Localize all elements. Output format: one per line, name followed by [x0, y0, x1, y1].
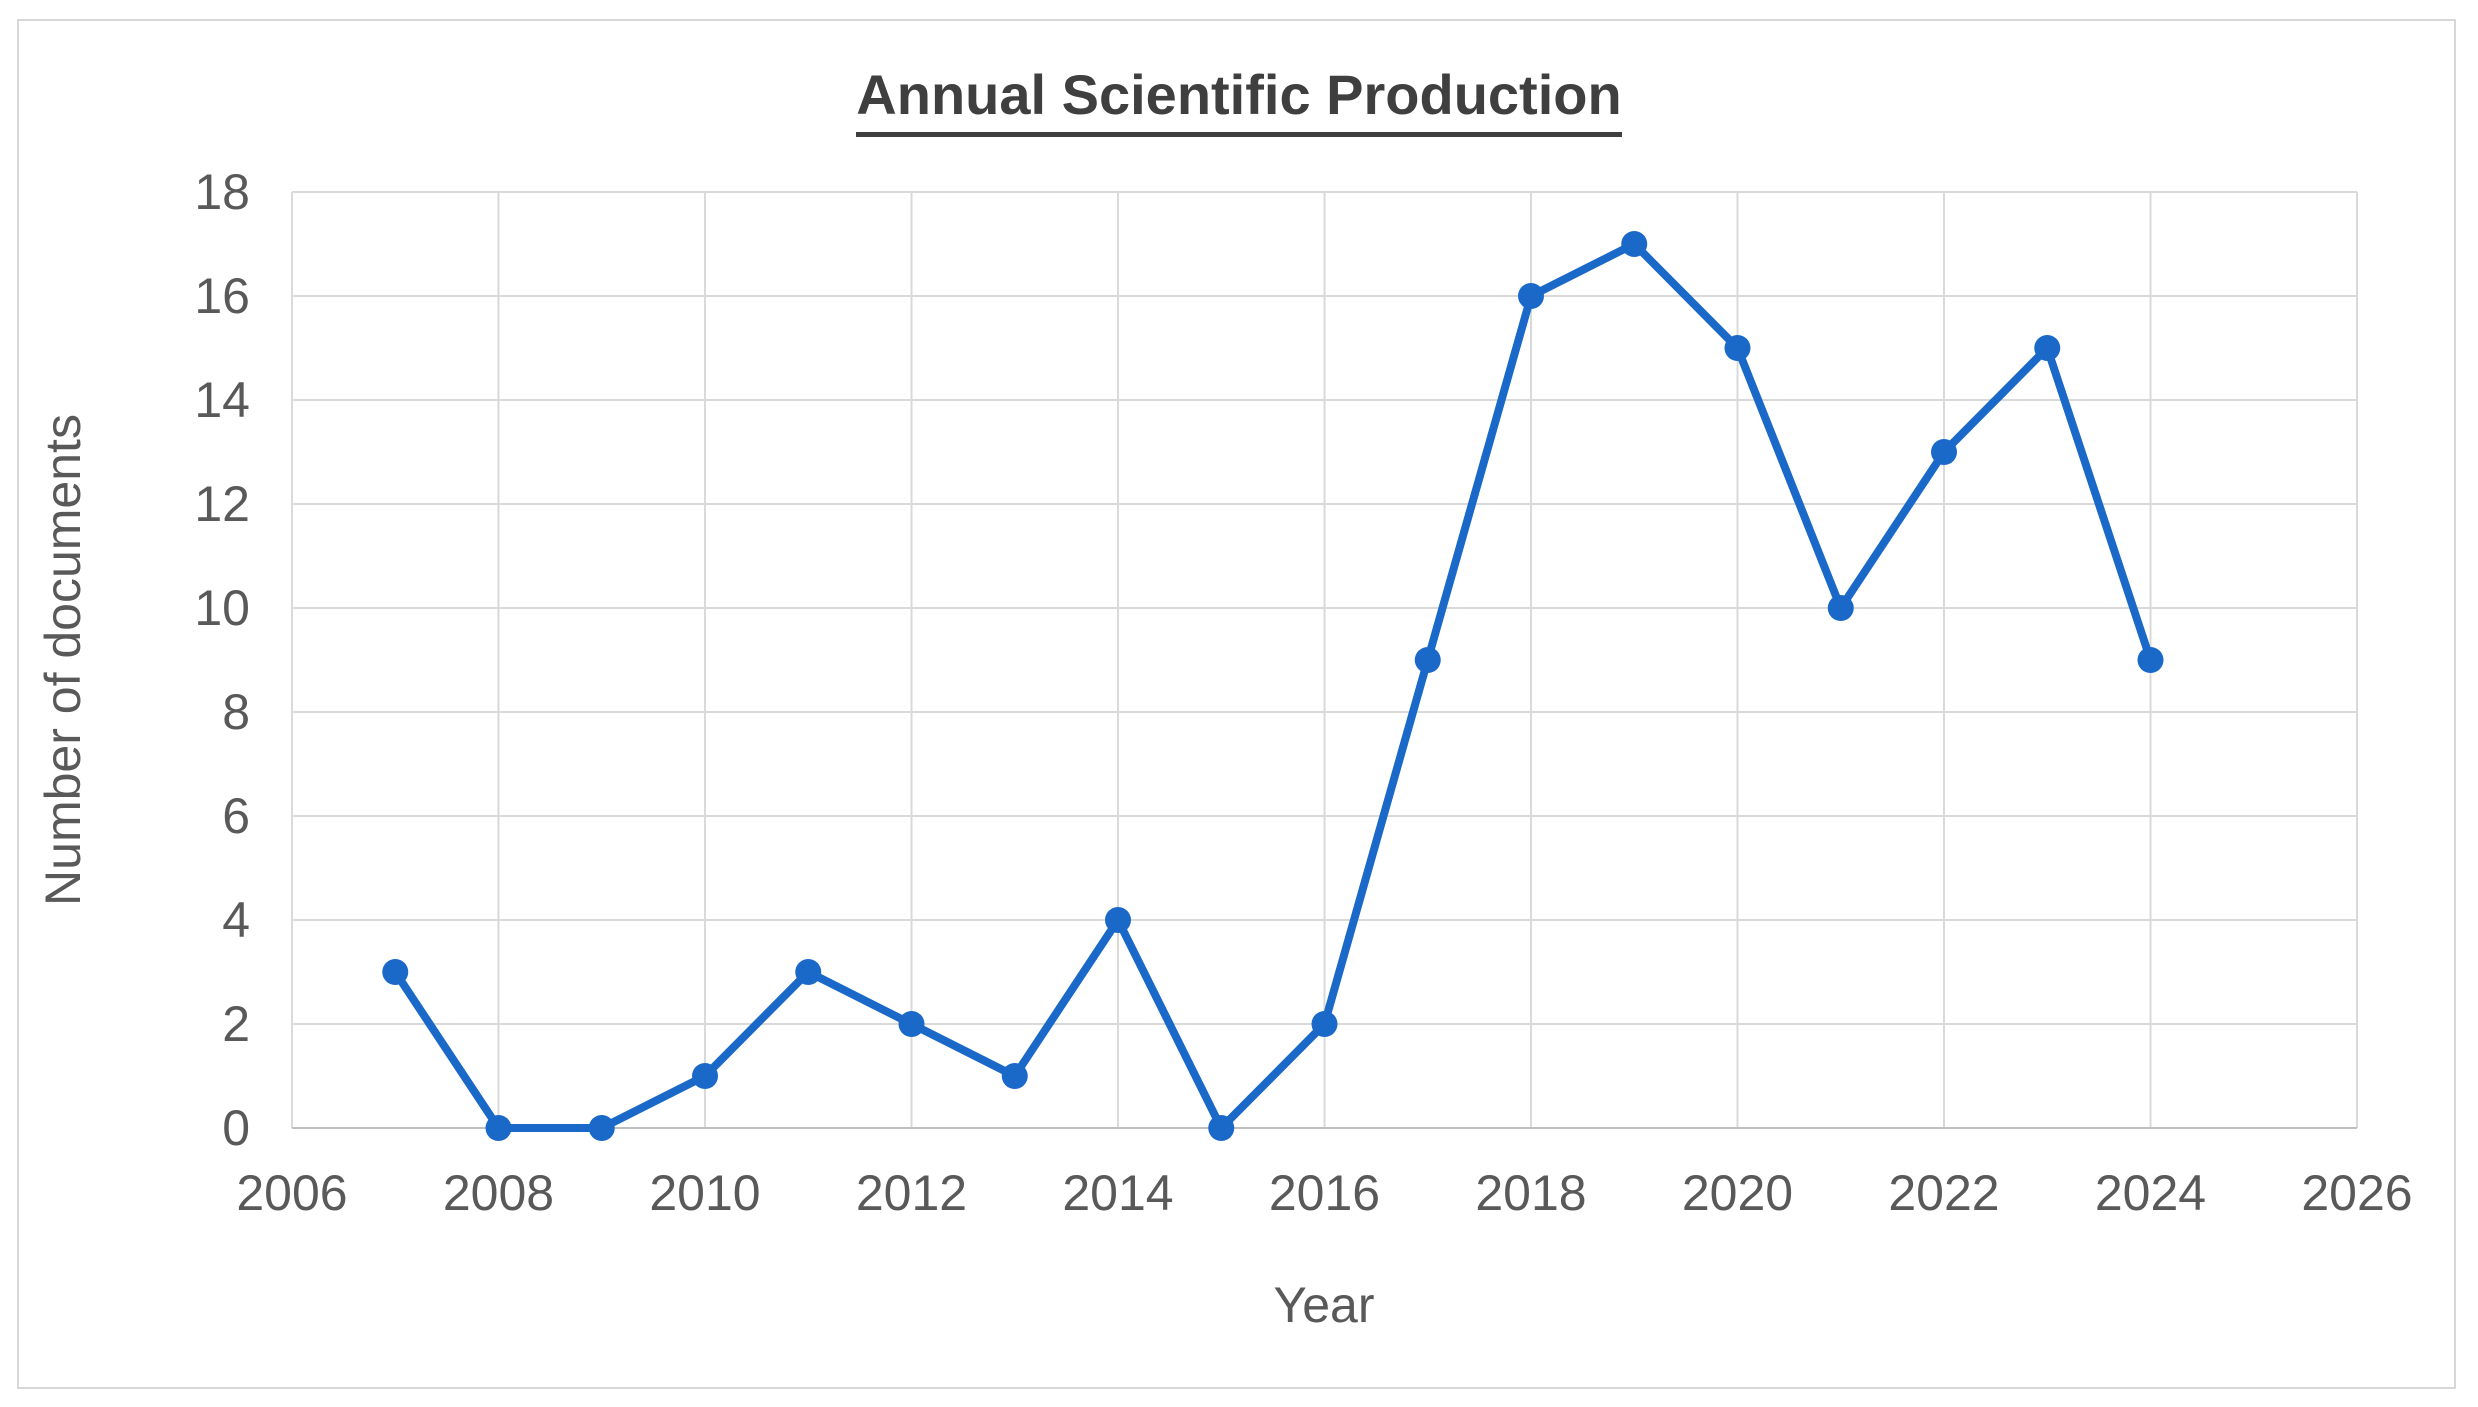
data-point: [1621, 231, 1648, 257]
y-tick-label: 16: [194, 268, 250, 324]
x-tick-label: 2016: [1269, 1165, 1380, 1221]
data-point: [485, 1115, 512, 1141]
data-point: [2034, 335, 2061, 361]
data-point: [1208, 1115, 1235, 1141]
data-point: [1931, 439, 1957, 465]
data-point: [795, 959, 822, 985]
data-point: [1827, 595, 1854, 621]
chart-frame: [17, 19, 2456, 1389]
x-tick-label: 2026: [2301, 1165, 2412, 1221]
data-point: [1105, 907, 1131, 933]
y-tick-label: 6: [222, 788, 250, 844]
x-tick-label: 2024: [2095, 1165, 2206, 1221]
y-tick-label: 14: [194, 372, 250, 428]
tick-layer: 2006 2008 2010 2012 2014 2016 2018 2020 2022 2024…: [194, 164, 2412, 1221]
y-tick-label: 8: [222, 684, 250, 740]
y-axis-title: Number of documents: [35, 414, 91, 906]
y-tick-label: 4: [222, 892, 250, 948]
data-point: [382, 959, 409, 985]
data-point: [2137, 647, 2164, 673]
data-point: [1518, 283, 1544, 309]
series-layer: [382, 231, 2164, 1141]
data-point: [1311, 1011, 1338, 1037]
y-tick-label: 18: [194, 164, 250, 220]
y-tick-label: 12: [194, 476, 250, 532]
series-line: [391, 240, 2155, 1132]
x-tick-label: 2012: [856, 1165, 967, 1221]
x-tick-label: 2014: [1062, 1165, 1173, 1221]
y-tick-label: 10: [194, 580, 250, 636]
chart-title-text: Annual Scientific Production: [856, 62, 1622, 137]
data-point: [692, 1063, 718, 1089]
data-point: [898, 1011, 925, 1037]
x-axis-title: Year: [1273, 1277, 1374, 1333]
chart-title: Annual Scientific Production: [0, 62, 2478, 137]
x-tick-label: 2022: [1888, 1165, 1999, 1221]
x-tick-label: 2018: [1475, 1165, 1586, 1221]
x-tick-label: 2008: [443, 1165, 554, 1221]
data-point: [1724, 335, 1751, 361]
y-tick-label: 0: [222, 1100, 250, 1156]
x-tick-label: 2010: [649, 1165, 760, 1221]
x-tick-label: 2006: [236, 1165, 347, 1221]
grid-layer: [291, 191, 2358, 1129]
data-point: [588, 1115, 615, 1141]
y-tick-label: 2: [222, 996, 250, 1052]
x-tick-label: 2020: [1682, 1165, 1793, 1221]
data-point: [1414, 647, 1441, 673]
data-point: [1001, 1063, 1028, 1089]
